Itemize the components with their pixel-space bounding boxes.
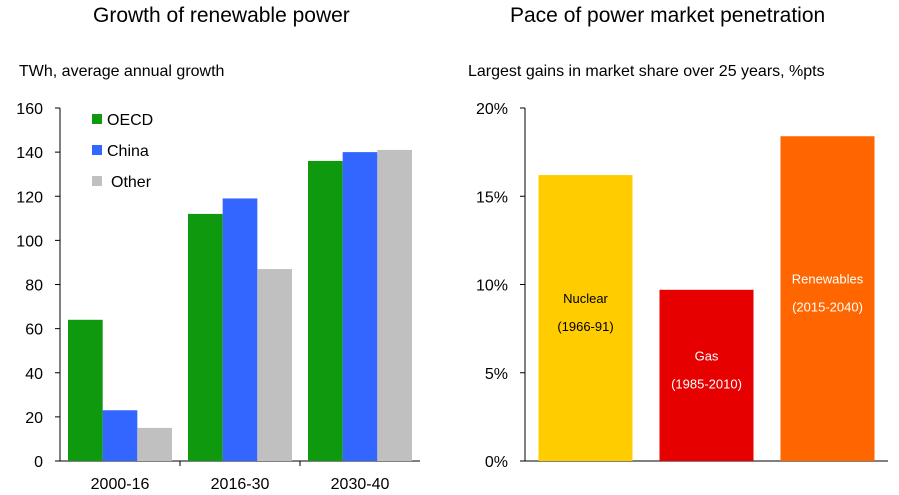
left-y-tick-label: 80 <box>25 278 43 295</box>
left-x-tick-label: 2016-30 <box>211 476 270 493</box>
bar-label-gas-years: (1985-2010) <box>671 376 742 391</box>
bar-label-renewables: Renewables <box>792 272 864 287</box>
bar-nuclear <box>538 175 633 461</box>
right-y-tick-label: 0% <box>485 454 508 471</box>
left-y-tick-label: 140 <box>16 145 43 162</box>
legend-swatch-china <box>92 145 102 155</box>
bar-oecd-2016-30 <box>188 213 223 461</box>
left-chart-title: Growth of renewable power <box>93 4 350 27</box>
bar-other-2030-40 <box>377 149 412 461</box>
left-y-tick-label: 60 <box>25 322 43 339</box>
bar-renewables <box>780 136 875 462</box>
left-x-tick-label: 2000-16 <box>91 476 150 493</box>
bar-china-2030-40 <box>342 152 378 461</box>
left-x-tick-label: 2030-40 <box>331 476 390 493</box>
left-y-tick-label: 120 <box>16 189 43 206</box>
bar-oecd-2000-16 <box>68 319 103 461</box>
right-y-tick-label: 10% <box>476 278 508 295</box>
right-y-tick-label: 5% <box>485 366 508 383</box>
bar-label-renewables-years: (2015-2040) <box>792 300 863 315</box>
right-chart-title: Pace of power market penetration <box>510 4 826 27</box>
left-y-tick-label: 40 <box>25 366 43 383</box>
right-chart-ylabel: Largest gains in market share over 25 ye… <box>468 63 825 80</box>
bar-china-2016-30 <box>222 198 258 462</box>
legend-swatch-other <box>92 176 102 186</box>
left-y-tick-label: 0 <box>34 454 43 471</box>
bar-other-2000-16 <box>137 427 172 461</box>
left-y-tick-label: 100 <box>16 233 43 250</box>
right-y-tick-label: 20% <box>476 101 508 118</box>
bar-other-2016-30 <box>257 269 292 461</box>
right-y-tick-label: 15% <box>476 189 508 206</box>
bar-label-nuclear-years: (1966-91) <box>557 319 613 334</box>
left-y-tick-label: 20 <box>25 410 43 427</box>
bar-label-gas: Gas <box>695 348 719 363</box>
legend-label-oecd: OECD <box>107 112 153 129</box>
bar-label-nuclear: Nuclear <box>563 291 608 306</box>
bar-oecd-2030-40 <box>308 160 343 461</box>
legend-label-other: Other <box>111 174 152 191</box>
left-y-tick-label: 160 <box>16 101 43 118</box>
left-chart-ylabel: TWh, average annual growth <box>19 63 225 80</box>
legend-label-china: China <box>107 143 149 160</box>
bar-china-2000-16 <box>102 410 138 461</box>
legend-swatch-oecd <box>92 114 102 124</box>
bar-gas <box>659 289 754 461</box>
